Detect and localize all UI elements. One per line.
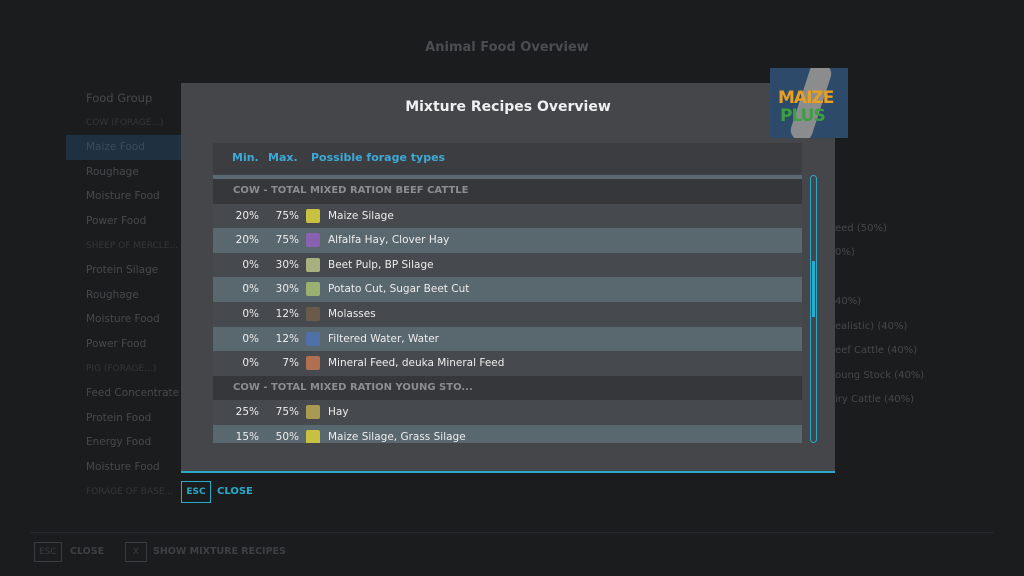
water-icon (306, 331, 320, 346)
right-panel-item: oung Stock (40%) (835, 370, 925, 381)
sidebar-item[interactable]: Moisture Food (86, 190, 160, 203)
beet-pulp-icon (306, 257, 320, 272)
maize-plus-logo: MAIZE PLUS (770, 68, 848, 138)
bottom-divider (30, 532, 994, 533)
sidebar-item[interactable]: Power Food (86, 214, 147, 227)
forage-name: Molasses (328, 307, 376, 320)
min-value: 0% (242, 258, 259, 271)
max-value: 30% (275, 283, 299, 296)
table-row: 20% 75% Maize Silage (213, 203, 802, 229)
min-value: 25% (235, 406, 259, 419)
col-max: Max. (268, 151, 298, 164)
potato-cut-icon (306, 282, 320, 297)
sidebar-item[interactable]: Roughage (86, 165, 139, 178)
sidebar-item[interactable]: Protein Food (86, 411, 152, 424)
table-header: Min. Max. Possible forage types (213, 143, 802, 173)
maize-silage-icon (306, 208, 320, 223)
recipe-group-header: COW - TOTAL MIXED RATION BEEF CATTLE (213, 179, 802, 204)
esc-key-icon[interactable]: ESC (181, 481, 211, 503)
max-value: 75% (275, 234, 299, 247)
sidebar-item[interactable]: Feed Concentrate (86, 387, 180, 400)
table-row: 0% 30% Potato Cut, Sugar Beet Cut (213, 277, 802, 302)
min-value: 20% (235, 234, 259, 247)
table-row: 20% 75% Alfalfa Hay, Clover Hay (213, 228, 802, 253)
sidebar-group-header: PIG (FORAGE...) (86, 363, 157, 374)
forage-name: Beet Pulp, BP Silage (328, 258, 434, 271)
min-value: 0% (242, 357, 259, 370)
max-value: 12% (275, 307, 299, 320)
right-panel-item: eef Cattle (40%) (835, 345, 918, 356)
sidebar-header: Food Group (86, 91, 153, 105)
table-row: 0% 30% Beet Pulp, BP Silage (213, 252, 802, 278)
esc-key-hint: ESC (34, 542, 62, 562)
close-button[interactable]: CLOSE (217, 486, 253, 497)
forage-name: Maize Silage (328, 209, 394, 222)
page-title: Animal Food Overview (425, 40, 589, 55)
hay-icon (306, 405, 320, 420)
col-min: Min. (232, 151, 259, 164)
max-value: 30% (275, 258, 299, 271)
right-panel-item: eed (50%) (835, 223, 887, 234)
x-key-hint: X (125, 542, 147, 562)
header-separator (213, 175, 802, 179)
mixture-recipes-modal: Mixture Recipes Overview Min. Max. Possi… (181, 83, 835, 473)
mineral-feed-icon (306, 356, 320, 371)
sidebar-group-header: FORAGE OF BASE... (86, 486, 174, 497)
max-value: 50% (275, 430, 299, 443)
molasses-icon (306, 306, 320, 321)
sidebar-item[interactable]: Maize Food (66, 135, 186, 160)
food-group-sidebar: Food Group COW (FORAGE...) Maize Food Roug… (66, 86, 186, 504)
min-value: 0% (242, 283, 259, 296)
maize-silage-icon (306, 429, 320, 443)
table-row: 0% 12% Molasses (213, 301, 802, 327)
right-panel-item: 0%) (835, 247, 855, 258)
alfalfa-hay-icon (306, 233, 320, 248)
forage-name: Alfalfa Hay, Clover Hay (328, 234, 450, 247)
sidebar-item[interactable]: Moisture Food (86, 313, 160, 326)
sidebar-item[interactable]: Power Food (86, 337, 147, 350)
forage-name: Potato Cut, Sugar Beet Cut (328, 283, 470, 296)
forage-name: Maize Silage, Grass Silage (328, 430, 466, 443)
right-panel-item: 40%) (835, 296, 862, 307)
table-row: 0% 12% Filtered Water, Water (213, 326, 802, 352)
right-panel-item: iry Cattle (40%) (835, 394, 915, 405)
modal-title: Mixture Recipes Overview (405, 99, 611, 115)
min-value: 0% (242, 332, 259, 345)
show-mixture-recipes-button[interactable]: SHOW MIXTURE RECIPES (153, 546, 286, 557)
sidebar-item[interactable]: Moisture Food (86, 460, 160, 473)
right-panel-item: ealistic) (40%) (835, 321, 908, 332)
sidebar-group-header: COW (FORAGE...) (86, 117, 164, 128)
forage-name: Hay (328, 406, 349, 419)
max-value: 12% (275, 332, 299, 345)
scrollbar-thumb[interactable] (812, 260, 815, 317)
max-value: 75% (275, 209, 299, 222)
min-value: 20% (235, 209, 259, 222)
sidebar-item[interactable]: Roughage (86, 288, 139, 301)
min-value: 15% (235, 430, 259, 443)
table-row: 0% 7% Mineral Feed, deuka Mineral Feed (213, 351, 802, 376)
scrollbar[interactable] (810, 175, 817, 443)
forage-name: Filtered Water, Water (328, 332, 439, 345)
sidebar-group-header: SHEEP OF MERCLE... (86, 240, 179, 251)
max-value: 7% (282, 357, 299, 370)
close-button-bg[interactable]: CLOSE (70, 546, 105, 557)
forage-name: Mineral Feed, deuka Mineral Feed (328, 357, 505, 370)
min-value: 0% (242, 307, 259, 320)
recipes-table: Min. Max. Possible forage types COW - TO… (213, 143, 802, 443)
table-row: 15% 50% Maize Silage, Grass Silage (213, 424, 802, 443)
recipe-group-header: COW - TOTAL MIXED RATION YOUNG STO... (213, 375, 802, 401)
table-row: 25% 75% Hay (213, 400, 802, 425)
sidebar-item[interactable]: Energy Food (86, 436, 152, 449)
sidebar-item[interactable]: Protein Silage (86, 264, 159, 277)
col-forage-types: Possible forage types (311, 151, 446, 164)
max-value: 75% (275, 406, 299, 419)
